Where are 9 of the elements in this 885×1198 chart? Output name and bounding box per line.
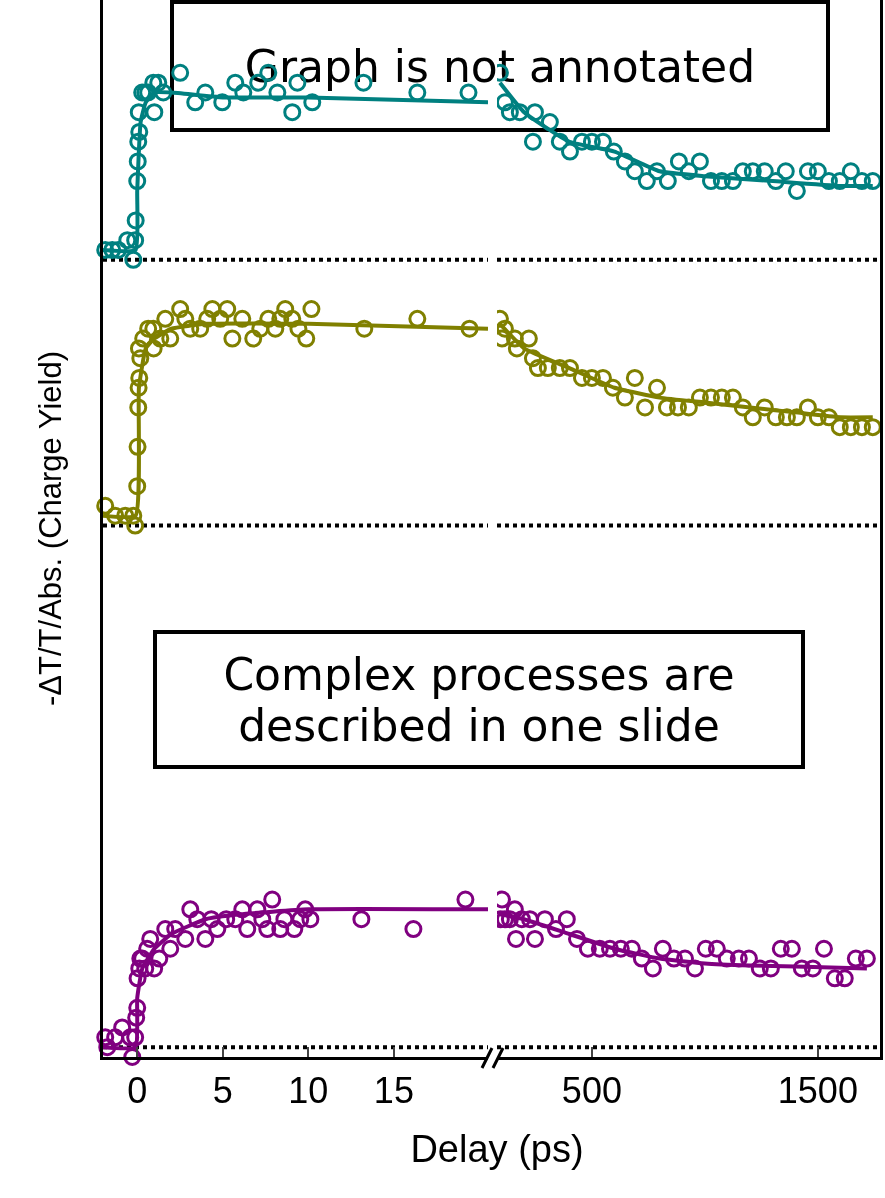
y-axis-title: -ΔT/T/Abs. (Charge Yield) [32, 351, 68, 706]
annotation: Complex processes are described in one slide [153, 630, 805, 769]
x-tick-label: 10 [288, 1070, 329, 1112]
x-tick-label: 0 [127, 1070, 148, 1112]
x-axis-title: Delay (ps) [409, 1128, 585, 1171]
x-tick-label: 1500 [777, 1070, 858, 1112]
x-tick-label: 15 [373, 1070, 414, 1112]
x-tick-label: 500 [561, 1070, 622, 1112]
x-tick-label: 5 [212, 1070, 233, 1112]
